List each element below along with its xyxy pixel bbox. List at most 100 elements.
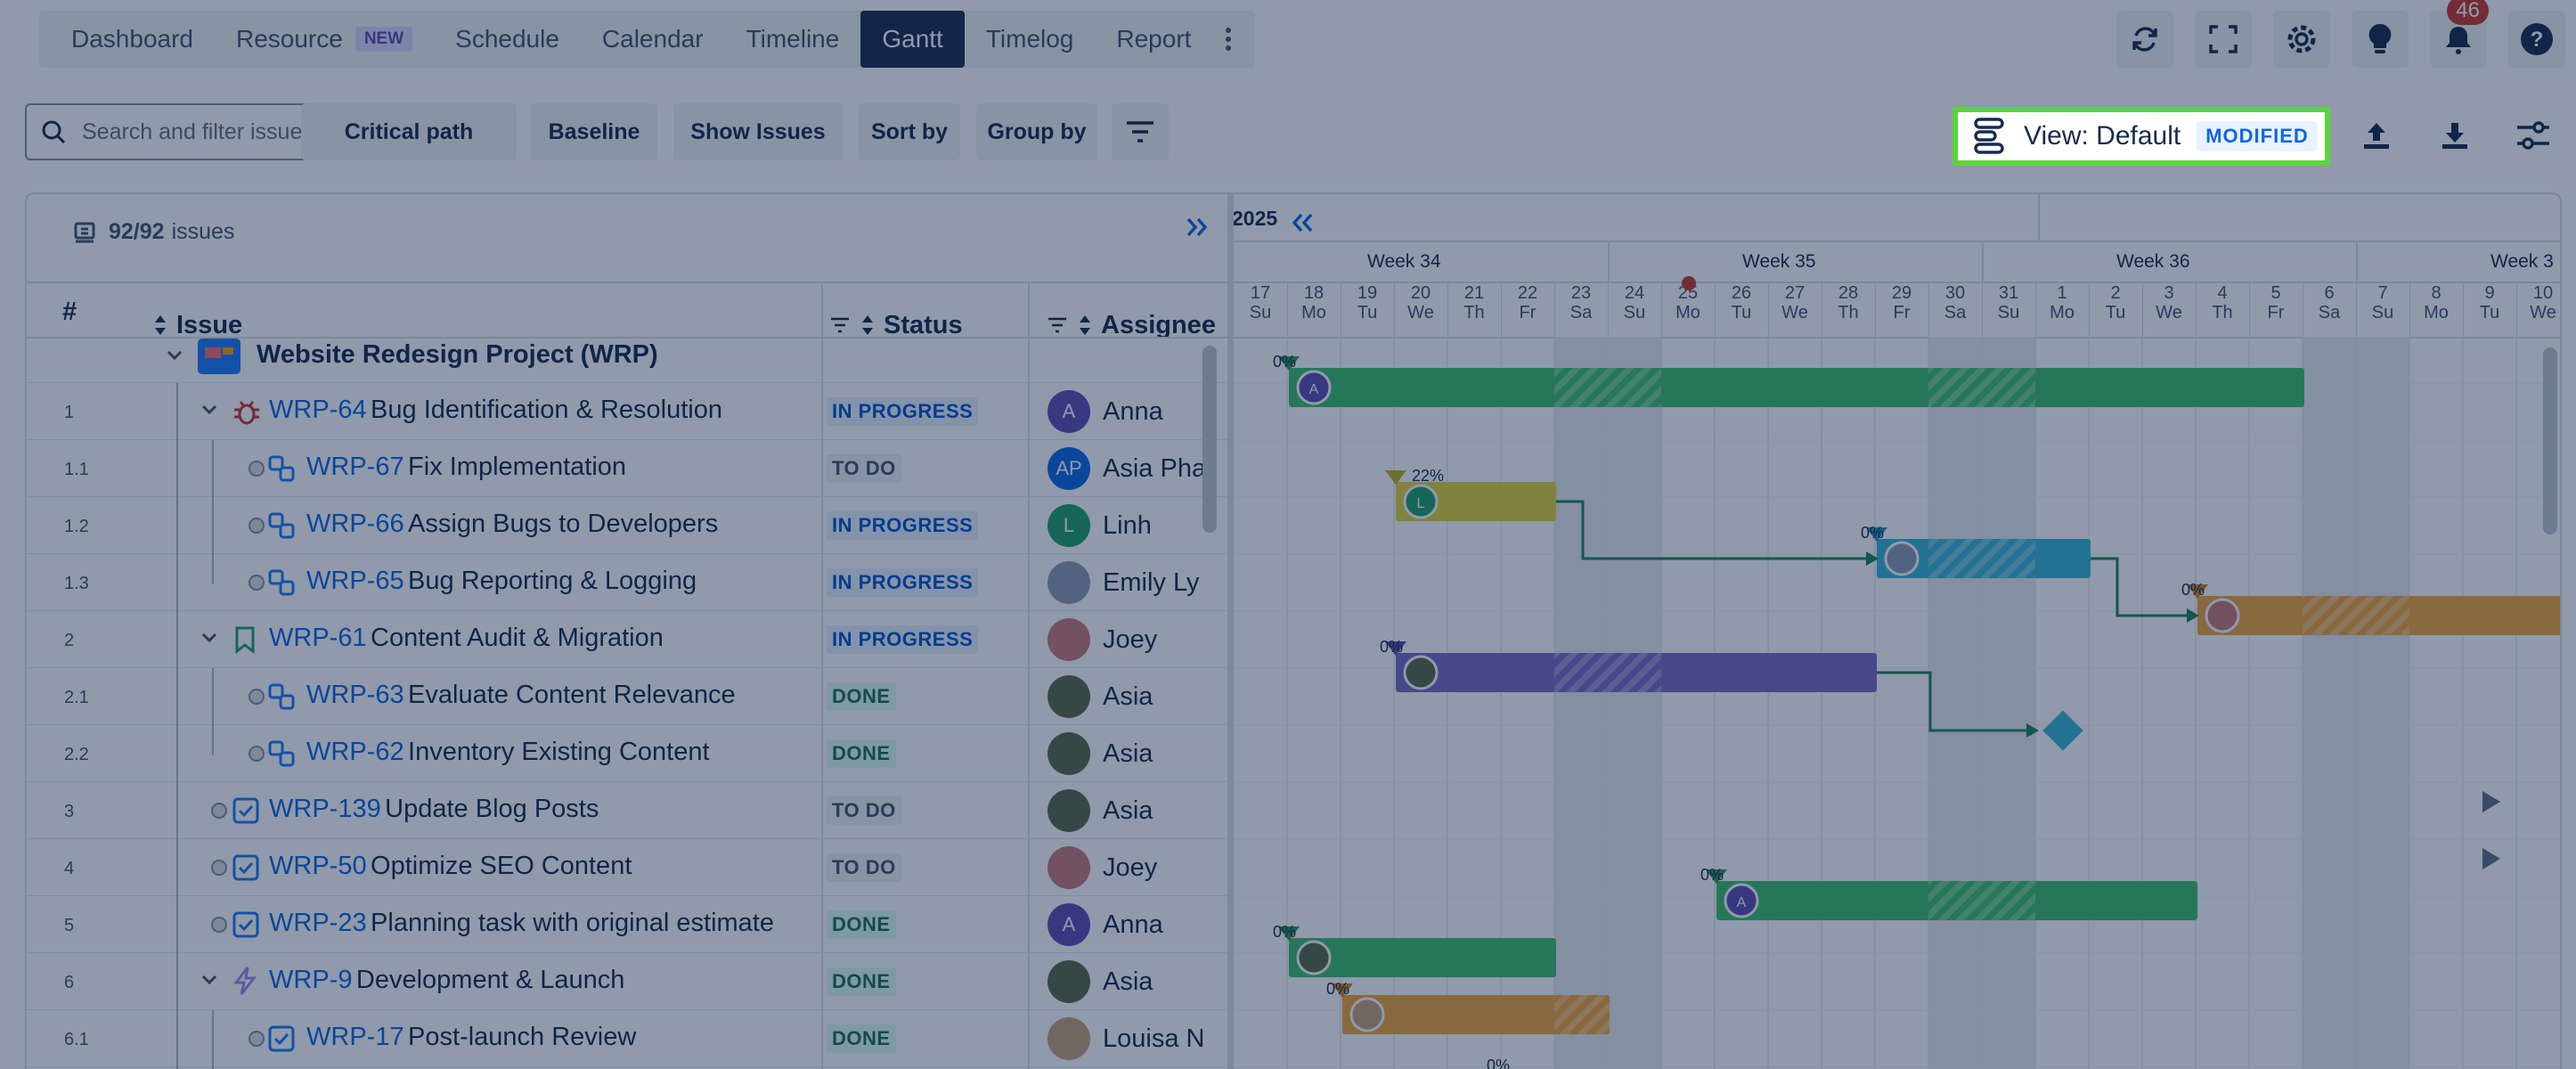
assignee-cell[interactable]: A Anna bbox=[1048, 903, 1235, 946]
gantt-bar[interactable]: L bbox=[1385, 470, 1556, 521]
settings-button[interactable] bbox=[2273, 11, 2330, 68]
assignee-cell[interactable]: AP Asia Pha bbox=[1048, 447, 1235, 490]
gantt-bar[interactable] bbox=[1866, 527, 2091, 578]
column-header-issue[interactable]: Issue bbox=[153, 298, 242, 353]
project-row[interactable]: Website Redesign Project (WRP) bbox=[27, 339, 1229, 383]
table-row[interactable]: 1.1 WRP-67 Fix Implementation TO DO AP As… bbox=[27, 440, 1229, 497]
table-row[interactable]: 6 WRP-9 Development & Launch DONE Asia bbox=[27, 953, 1229, 1010]
scroll-to-bar-icon[interactable] bbox=[2482, 848, 2500, 869]
issue-summary[interactable]: Assign Bugs to Developers bbox=[408, 510, 719, 538]
assignee-cell[interactable]: Joey bbox=[1048, 846, 1235, 889]
scroll-to-bar-icon[interactable] bbox=[2482, 791, 2500, 812]
panel-splitter[interactable] bbox=[1227, 194, 1234, 1069]
gantt-bar[interactable]: A bbox=[1278, 356, 2304, 407]
tab-schedule[interactable]: Schedule bbox=[434, 11, 581, 68]
table-row[interactable]: 2.1 WRP-63 Evaluate Content Relevance DO… bbox=[27, 668, 1229, 725]
chevron-down-icon[interactable] bbox=[201, 975, 217, 985]
status-badge[interactable]: TO DO bbox=[827, 853, 901, 882]
status-badge[interactable]: TO DO bbox=[827, 454, 901, 483]
issue-key-link[interactable]: WRP-62 bbox=[306, 738, 404, 766]
issue-key-link[interactable]: WRP-66 bbox=[306, 510, 404, 538]
gantt-bar[interactable] bbox=[2187, 584, 2562, 635]
tab-calendar[interactable]: Calendar bbox=[581, 11, 725, 68]
gantt-scrollbar[interactable] bbox=[2543, 347, 2557, 534]
table-row[interactable]: 6.1 WRP-17 Post-launch Review DONE Louis… bbox=[27, 1010, 1229, 1067]
assignee-cell[interactable]: Asia bbox=[1048, 675, 1235, 718]
assignee-cell[interactable]: A Anna bbox=[1048, 390, 1235, 433]
status-badge[interactable]: TO DO bbox=[827, 796, 901, 825]
issue-summary[interactable]: Bug Identification & Resolution bbox=[371, 396, 723, 424]
issue-summary[interactable]: Optimize SEO Content bbox=[371, 852, 632, 880]
gantt-bar[interactable] bbox=[1332, 983, 1610, 1034]
tab-dashboard[interactable]: Dashboard bbox=[50, 11, 215, 68]
gantt-bar[interactable] bbox=[1385, 641, 1877, 692]
fullscreen-button[interactable] bbox=[2195, 11, 2252, 68]
milestone-diamond[interactable] bbox=[2042, 710, 2083, 751]
double-chevron-left-icon[interactable] bbox=[1291, 212, 1314, 233]
issue-key-link[interactable]: WRP-17 bbox=[306, 1023, 404, 1051]
issue-summary[interactable]: Bug Reporting & Logging bbox=[408, 567, 697, 595]
assignee-cell[interactable]: Asia bbox=[1048, 789, 1235, 832]
sort-by-button[interactable]: Sort by bbox=[859, 103, 960, 160]
status-badge[interactable]: IN PROGRESS bbox=[827, 625, 979, 654]
chevron-down-icon[interactable] bbox=[166, 349, 183, 362]
view-selector-button-highlighted[interactable]: View: Default MODIFIED bbox=[1952, 107, 2330, 166]
issue-key-link[interactable]: WRP-61 bbox=[269, 624, 367, 652]
critical-path-button[interactable]: Critical path bbox=[301, 103, 517, 160]
chevron-down-icon[interactable] bbox=[201, 404, 217, 415]
table-row[interactable]: 2 WRP-61 Content Audit & Migration IN PR… bbox=[27, 611, 1229, 668]
table-row[interactable]: 1.2 WRP-66 Assign Bugs to Developers IN … bbox=[27, 497, 1229, 554]
issue-summary[interactable]: Evaluate Content Relevance bbox=[408, 681, 736, 709]
import-button[interactable] bbox=[2423, 103, 2487, 167]
tab-gantt[interactable]: Gantt bbox=[860, 11, 965, 68]
issue-summary[interactable]: Post-launch Review bbox=[408, 1023, 637, 1051]
issue-key-link[interactable]: WRP-9 bbox=[269, 966, 353, 994]
assignee-cell[interactable]: L Linh bbox=[1048, 504, 1235, 547]
issue-summary[interactable]: Planning task with original estimate bbox=[371, 909, 774, 937]
issue-key-link[interactable]: WRP-63 bbox=[306, 681, 404, 709]
assignee-cell[interactable]: Joey bbox=[1048, 618, 1235, 661]
issue-key-link[interactable]: WRP-64 bbox=[269, 396, 367, 424]
status-badge[interactable]: DONE bbox=[827, 967, 896, 996]
export-button[interactable] bbox=[2344, 103, 2409, 167]
more-tabs-button[interactable] bbox=[1212, 11, 1244, 68]
issue-key-link[interactable]: WRP-65 bbox=[306, 567, 404, 595]
chevron-down-icon[interactable] bbox=[201, 632, 217, 643]
table-row[interactable]: 5 WRP-23 Planning task with original est… bbox=[27, 896, 1229, 953]
table-row[interactable]: 3 WRP-139 Update Blog Posts TO DO Asia bbox=[27, 782, 1229, 839]
issue-key-link[interactable]: WRP-50 bbox=[269, 852, 367, 880]
filter-button[interactable] bbox=[1112, 103, 1169, 160]
gantt-bar[interactable] bbox=[1278, 926, 1556, 977]
status-badge[interactable]: DONE bbox=[827, 1024, 896, 1053]
sync-button[interactable] bbox=[2116, 11, 2173, 68]
assignee-cell[interactable]: Emily Ly bbox=[1048, 561, 1235, 604]
tab-timeline[interactable]: Timeline bbox=[725, 11, 861, 68]
table-row[interactable]: 1 WRP-64 Bug Identification & Resolution… bbox=[27, 383, 1229, 440]
issue-summary[interactable]: Update Blog Posts bbox=[385, 795, 599, 823]
status-badge[interactable]: IN PROGRESS bbox=[827, 568, 979, 597]
issue-summary[interactable]: Inventory Existing Content bbox=[408, 738, 710, 766]
gantt-bar[interactable]: A bbox=[1706, 869, 2197, 920]
show-issues-button[interactable]: Show Issues bbox=[673, 103, 843, 160]
tips-button[interactable] bbox=[2352, 11, 2409, 68]
tab-report[interactable]: Report bbox=[1095, 11, 1212, 68]
issue-key-link[interactable]: WRP-139 bbox=[269, 795, 381, 823]
issue-key-link[interactable]: WRP-23 bbox=[269, 909, 367, 937]
status-badge[interactable]: DONE bbox=[827, 910, 896, 939]
issue-summary[interactable]: Development & Launch bbox=[355, 966, 625, 994]
status-badge[interactable]: IN PROGRESS bbox=[827, 511, 979, 540]
expand-grid-button[interactable] bbox=[1185, 214, 1211, 245]
tab-timelog[interactable]: Timelog bbox=[965, 11, 1096, 68]
status-badge[interactable]: DONE bbox=[827, 682, 896, 711]
notifications-button[interactable]: 46 bbox=[2430, 0, 2489, 68]
issue-summary[interactable]: Fix Implementation bbox=[408, 453, 627, 481]
issue-summary[interactable]: Content Audit & Migration bbox=[371, 624, 664, 652]
group-by-button[interactable]: Group by bbox=[976, 103, 1097, 160]
status-badge[interactable]: IN PROGRESS bbox=[827, 397, 979, 426]
search-input[interactable]: Search and filter issue bbox=[25, 103, 333, 160]
baseline-button[interactable]: Baseline bbox=[531, 103, 657, 160]
assignee-cell[interactable]: Louisa N bbox=[1048, 1017, 1235, 1060]
table-row[interactable]: 2.2 WRP-62 Inventory Existing Content DO… bbox=[27, 725, 1229, 782]
table-row[interactable]: 4 WRP-50 Optimize SEO Content TO DO Joey bbox=[27, 839, 1229, 896]
grid-scrollbar[interactable] bbox=[1202, 346, 1217, 533]
